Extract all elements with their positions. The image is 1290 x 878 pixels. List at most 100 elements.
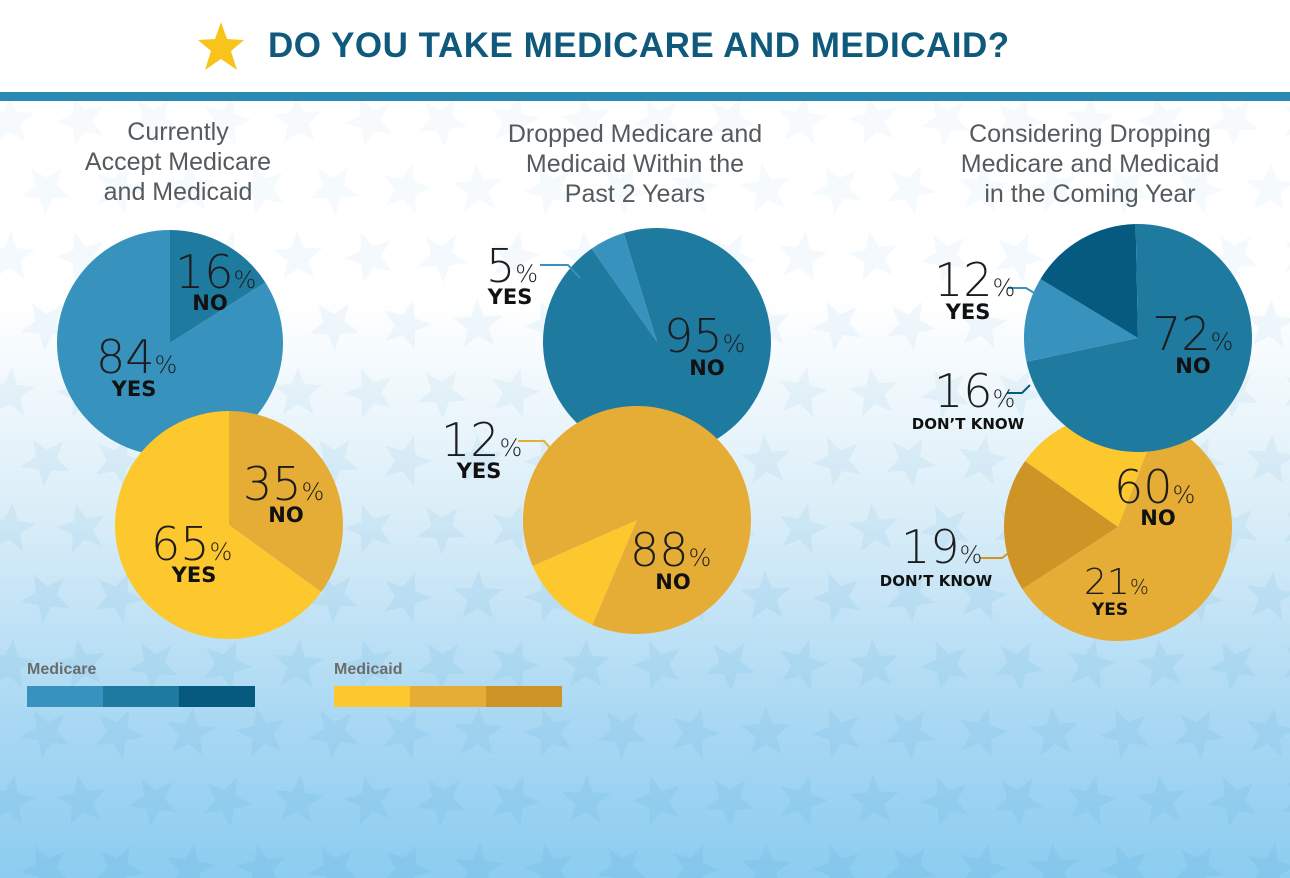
background-star — [778, 231, 828, 281]
chart-3-medicare-no-value: 72% — [1152, 307, 1233, 361]
chart-2-medicaid-pie — [522, 405, 751, 634]
chart-1-medicare-no-label: NO — [192, 291, 227, 315]
background-star — [492, 776, 540, 827]
background-star — [452, 299, 503, 347]
background-star — [1208, 506, 1258, 555]
chart-3-medicare-yes-label: YES — [945, 300, 991, 324]
background-star — [561, 775, 611, 823]
background-star — [491, 231, 540, 281]
background-star — [492, 504, 540, 554]
background-star — [1247, 843, 1290, 878]
background-star — [741, 843, 791, 878]
background-star — [0, 775, 36, 825]
chart-2-medicaid-yes-value: 12% — [441, 413, 522, 467]
chart-2-medicare-yes-value: 5% — [486, 239, 538, 293]
background-star — [454, 843, 504, 878]
legend-medicaid-swatches — [334, 686, 562, 707]
background-star — [96, 846, 144, 878]
chart-3-medicaid-yes-value: 21% — [1084, 562, 1149, 603]
chart-2-medicaid-yes-leader — [518, 440, 553, 451]
background-star — [778, 101, 828, 144]
background-star — [959, 571, 1008, 621]
chart-1-medicaid-slice-no — [229, 411, 344, 593]
background-star — [779, 367, 828, 417]
chart-1-medicaid-no-label: NO — [268, 503, 303, 527]
background-star — [308, 575, 359, 623]
background-star — [344, 101, 393, 147]
background-star — [236, 707, 285, 757]
background-star — [1028, 843, 1079, 878]
legend-medicaid-swatch-light — [334, 686, 410, 707]
background-star — [453, 435, 503, 483]
background-star — [384, 572, 432, 622]
background-star — [20, 438, 70, 487]
background-star — [344, 368, 392, 418]
background-star — [597, 711, 647, 759]
background-star — [344, 775, 393, 825]
chart-1-medicare-slice-yes — [57, 230, 284, 457]
background-star — [1100, 709, 1149, 759]
background-star — [384, 163, 432, 214]
background-star — [203, 641, 252, 691]
background-star — [453, 571, 503, 619]
background-star — [885, 711, 936, 759]
chart-2-medicare-no-value: 95% — [664, 309, 745, 363]
background-star — [993, 779, 1044, 827]
background-star — [1284, 241, 1290, 272]
chart-2-medicaid-slice-yes — [532, 520, 637, 625]
background-star — [385, 436, 432, 486]
background-star — [56, 639, 105, 689]
chart-3-medicare-dont-know-label: DON’T KNOW — [912, 415, 1025, 433]
background-star — [416, 779, 467, 827]
background-star — [236, 843, 285, 878]
background-star — [417, 508, 467, 555]
background-star — [274, 775, 324, 824]
background-star — [995, 233, 1044, 283]
background-star — [0, 367, 36, 415]
chart-2-medicare-pie — [543, 227, 772, 456]
legend-medicare-swatch-mid — [103, 686, 179, 707]
background-star — [95, 709, 144, 759]
background-star — [166, 707, 216, 756]
background-star — [560, 101, 610, 144]
background-star — [848, 367, 898, 416]
background-star — [491, 101, 540, 145]
background-star — [128, 778, 178, 827]
background-star — [740, 435, 790, 484]
header-rule — [0, 92, 1290, 101]
chart-title-1: Currently Accept Medicare and Medicaid — [84, 118, 272, 206]
background-star — [920, 641, 969, 691]
background-star — [1175, 846, 1224, 878]
background-star — [848, 101, 897, 145]
background-star — [273, 639, 324, 687]
background-star — [780, 639, 828, 690]
chart-3-medicare-dont-know-leader — [1007, 384, 1031, 394]
background-star — [0, 503, 36, 552]
background-star — [204, 101, 252, 146]
background-star — [96, 436, 144, 487]
background-star — [1136, 101, 1184, 146]
chart-title-3: Considering Dropping Medicare and Medica… — [960, 120, 1220, 208]
chart-2-medicaid-no-value: 88% — [630, 523, 711, 577]
background-star — [203, 777, 252, 827]
background-star — [418, 101, 468, 147]
background-star — [920, 101, 970, 147]
chart-3-medicaid-slice-dont-know — [1004, 460, 1118, 590]
chart-3-medicare-slice-dont-know — [1040, 224, 1138, 338]
legend-medicaid-swatch-dark — [486, 686, 562, 707]
legend-medicare-swatch-light — [27, 686, 103, 707]
background-star — [920, 776, 968, 827]
chart-3-medicare-dont-know-value: 16% — [934, 364, 1015, 418]
background-star — [344, 504, 392, 554]
background-star — [20, 303, 71, 351]
chart-1-medicare-slice-no — [170, 230, 266, 343]
background-star — [20, 709, 70, 759]
chart-2-medicare-slice-no — [543, 227, 772, 456]
background-star — [1247, 707, 1290, 757]
star-icon — [198, 22, 244, 70]
background-star — [97, 164, 144, 214]
background-star — [812, 708, 860, 758]
legend-medicare-swatches — [27, 686, 255, 707]
background-star — [309, 167, 360, 215]
background-star — [0, 639, 36, 688]
